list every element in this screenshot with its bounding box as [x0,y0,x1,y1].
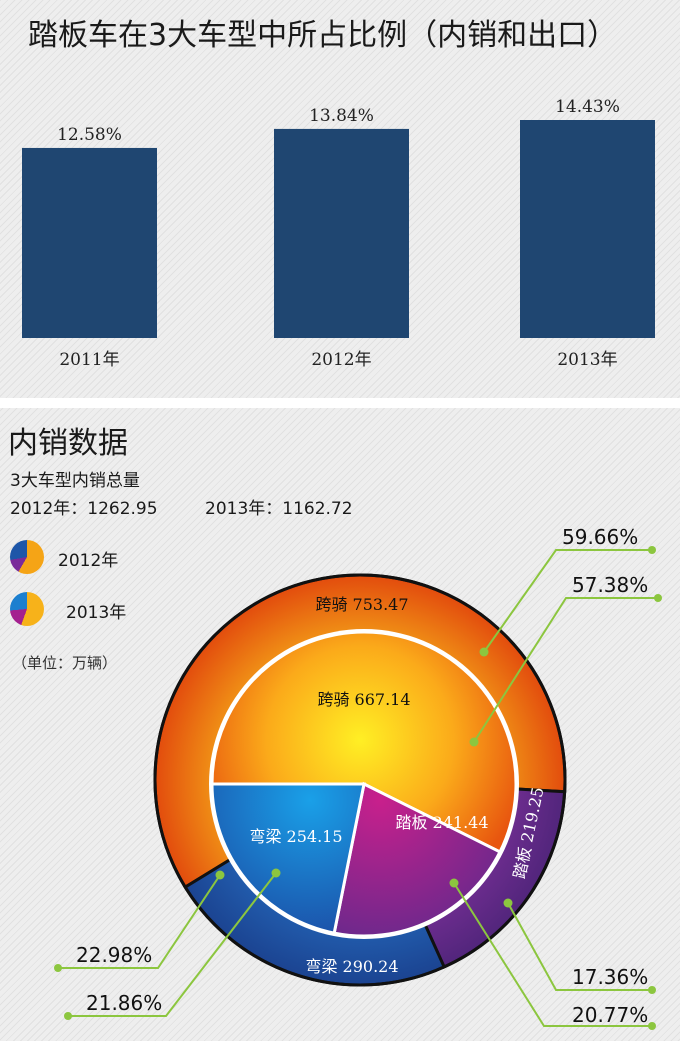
legend-2013-icon [10,592,44,626]
callout-2012-kuaqi-end-dot [648,546,656,554]
callout-2013-wanliang-label: 21.86% [86,991,162,1015]
callout-2013-kuaqi-line [473,597,658,743]
inner-label-taban: 踏板 241.44 [395,813,488,832]
legend-2012-label: 2012年 [58,551,119,571]
callout-2013-wanliang-end-dot [64,1012,72,1020]
callout-2012-wanliang-end-dot [54,964,62,972]
callout-2012-wanliang-dot [215,870,225,880]
callout-2012-wanliang-label: 22.98% [76,943,152,967]
legend-2013-label: 2013年 [66,603,127,623]
callout-2013-taban-line [453,882,652,1027]
legend-2012-icon [10,540,44,574]
bar-2011年 [22,147,157,338]
callout-2012-wanliang-line [58,874,221,969]
callout-2012-taban-end-dot [648,986,656,994]
outer-label-kuaqi: 跨骑 753.47 [315,595,408,614]
domestic-section-title: 内销数据 [8,426,128,461]
total-2012: 2012年：1262.95 [10,499,158,519]
callout-2013-taban-end-dot [648,1022,656,1030]
bar-value-label: 13.84% [309,106,374,126]
callout-2012-taban-label: 17.36% [572,965,648,989]
bar-2012年 [274,128,409,338]
outer-label-wanliang: 弯梁 290.24 [305,957,398,976]
inner-label-wanliang: 弯梁 254.15 [249,827,342,846]
inner-label-kuaqi: 跨骑 667.14 [317,690,410,709]
callout-2013-kuaqi-end-dot [654,594,662,602]
callout-2013-taban-dot [449,878,459,888]
callout-2013-taban-label: 20.77% [572,1003,648,1027]
bar-value-label: 12.58% [57,125,122,145]
inner-slice-kuaqi [210,630,518,854]
callout-2012-taban-line [507,902,652,991]
inner-slice-taban [332,781,502,938]
bar-category-label: 2011年 [59,350,119,370]
total-2013: 2013年：1162.72 [205,499,353,519]
bar-value-label: 14.43% [555,97,620,117]
callout-2012-kuaqi-label: 59.66% [562,525,638,549]
unit-label: （单位：万辆） [12,654,118,672]
callout-2012-taban-dot [503,898,513,908]
bar-chart: 12.58% 2011年 13.84% 2012年 14.43% 2013年 [22,97,655,370]
domestic-subtitle: 3大车型内销总量 [10,471,140,491]
bar-2013年 [520,120,655,338]
section-divider [0,398,680,408]
callout-2013-wanliang-dot [271,868,281,878]
callout-2013-kuaqi-dot [469,737,479,747]
bar-chart-title: 踏板车在3大车型中所占比例（内销和出口） [28,18,618,53]
callout-2012-kuaqi-dot [479,647,489,657]
bar-category-label: 2013年 [557,350,617,370]
bar-category-label: 2012年 [311,350,371,370]
inner-slice-wanliang [210,782,366,935]
callout-2013-wanliang-line [68,872,277,1017]
callout-2013-kuaqi-label: 57.38% [572,573,648,597]
callout-2012-kuaqi-line [483,549,652,653]
outer-ring-border [153,573,567,987]
